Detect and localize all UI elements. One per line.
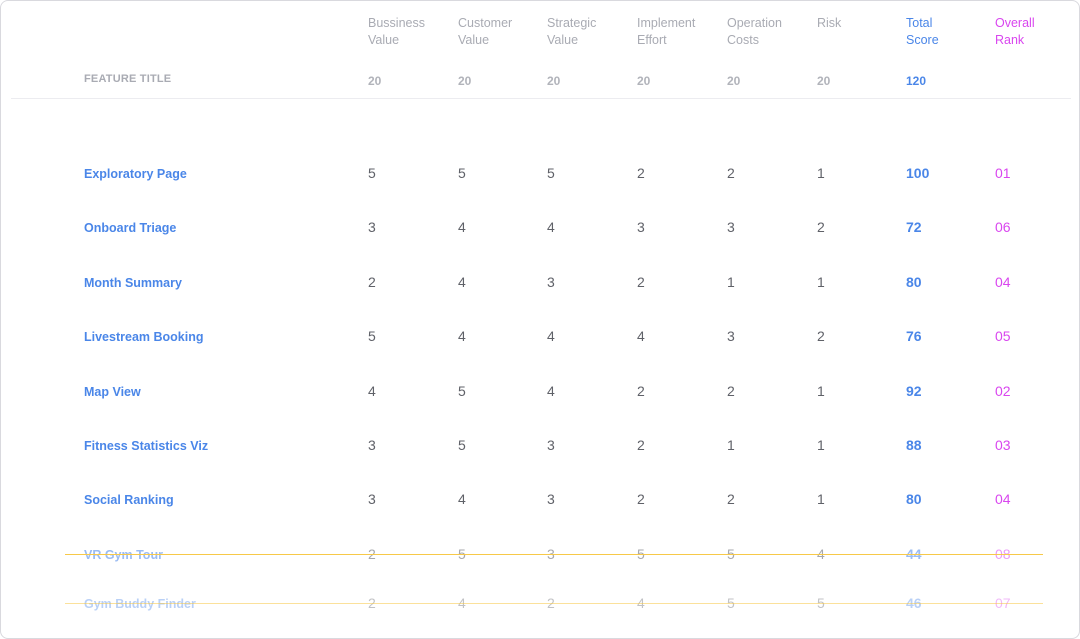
header-implement-effort: Implement Effort: [637, 16, 696, 47]
table-row[interactable]: Month Summary 2 4 3 2 1 1 80 04: [1, 274, 1079, 304]
table-row[interactable]: Onboard Triage 3 4 4 3 3 2 72 06: [1, 219, 1079, 249]
score-operation-costs: 2: [727, 491, 735, 507]
score-risk: 1: [817, 491, 825, 507]
feature-title: Month Summary: [84, 276, 182, 290]
overall-rank: 05: [995, 328, 1011, 344]
table-row[interactable]: Map View 4 5 4 2 2 1 92 02: [1, 383, 1079, 413]
overall-rank: 06: [995, 219, 1011, 235]
overall-rank: 02: [995, 383, 1011, 399]
table-row-struck[interactable]: VR Gym Tour 2 5 3 5 5 4 44 08: [1, 546, 1079, 576]
score-business-value: 5: [368, 328, 376, 344]
header-divider: [11, 98, 1071, 99]
max-business-value: 20: [368, 74, 382, 88]
overall-rank: 01: [995, 165, 1011, 181]
score-customer-value: 4: [458, 328, 466, 344]
overall-rank: 03: [995, 437, 1011, 453]
score-operation-costs: 1: [727, 437, 735, 453]
header-total-score: Total Score: [906, 16, 939, 47]
score-risk: 1: [817, 437, 825, 453]
total-score: 88: [906, 437, 922, 453]
score-customer-value: 5: [458, 165, 466, 181]
table-row-struck[interactable]: Gym Buddy Finder 2 4 2 4 5 5 46 07: [1, 595, 1079, 625]
score-implement-effort: 2: [637, 383, 645, 399]
score-operation-costs: 2: [727, 383, 735, 399]
score-risk: 1: [817, 274, 825, 290]
score-strategic-value: 4: [547, 328, 555, 344]
score-risk: 2: [817, 328, 825, 344]
table-row[interactable]: Livestream Booking 5 4 4 4 3 2 76 05: [1, 328, 1079, 358]
score-business-value: 3: [368, 491, 376, 507]
score-strategic-value: 4: [547, 219, 555, 235]
score-implement-effort: 2: [637, 274, 645, 290]
max-operation-costs: 20: [727, 74, 741, 88]
score-implement-effort: 2: [637, 491, 645, 507]
table-row[interactable]: Exploratory Page 5 5 5 2 2 1 100 01: [1, 165, 1079, 195]
total-score: 100: [906, 165, 930, 181]
score-customer-value: 4: [458, 274, 466, 290]
header-feature-title: FEATURE TITLE: [84, 73, 172, 85]
score-business-value: 3: [368, 437, 376, 453]
feature-title: VR Gym Tour: [84, 548, 163, 562]
total-score: 76: [906, 328, 922, 344]
header-customer-value: Customer Value: [458, 16, 513, 47]
score-customer-value: 4: [458, 491, 466, 507]
overall-rank: 04: [995, 274, 1011, 290]
feature-title: Map View: [84, 385, 141, 399]
score-customer-value: 4: [458, 219, 466, 235]
score-operation-costs: 1: [727, 274, 735, 290]
score-business-value: 5: [368, 165, 376, 181]
total-score: 92: [906, 383, 922, 399]
strikethrough-line: [65, 554, 1043, 555]
table-row[interactable]: Social Ranking 3 4 3 2 2 1 80 04: [1, 491, 1079, 521]
score-risk: 1: [817, 165, 825, 181]
score-strategic-value: 3: [547, 491, 555, 507]
header-operation-costs: Operation Costs: [727, 16, 782, 47]
score-implement-effort: 2: [637, 437, 645, 453]
max-implement-effort: 20: [637, 74, 651, 88]
score-customer-value: 5: [458, 437, 466, 453]
strikethrough-line: [65, 603, 1043, 604]
score-implement-effort: 2: [637, 165, 645, 181]
header-strategic-value: Strategic Value: [547, 16, 597, 47]
score-risk: 2: [817, 219, 825, 235]
score-implement-effort: 3: [637, 219, 645, 235]
feature-title: Exploratory Page: [84, 167, 187, 181]
total-score: 80: [906, 491, 922, 507]
header-business-value: Bussiness Value: [368, 16, 425, 47]
score-strategic-value: 3: [547, 437, 555, 453]
feature-title: Social Ranking: [84, 493, 174, 507]
total-score: 72: [906, 219, 922, 235]
score-strategic-value: 3: [547, 274, 555, 290]
score-operation-costs: 3: [727, 219, 735, 235]
header-overall-rank: Overall Rank: [995, 16, 1035, 47]
table-row[interactable]: Fitness Statistics Viz 3 5 3 2 1 1 88 03: [1, 437, 1079, 467]
max-total-score: 120: [906, 74, 927, 88]
feature-title: Gym Buddy Finder: [84, 597, 196, 611]
feature-title: Onboard Triage: [84, 221, 177, 235]
score-business-value: 3: [368, 219, 376, 235]
score-implement-effort: 4: [637, 328, 645, 344]
score-operation-costs: 3: [727, 328, 735, 344]
total-score: 80: [906, 274, 922, 290]
score-strategic-value: 5: [547, 165, 555, 181]
score-operation-costs: 2: [727, 165, 735, 181]
score-business-value: 2: [368, 274, 376, 290]
feature-title: Fitness Statistics Viz: [84, 439, 209, 453]
score-strategic-value: 4: [547, 383, 555, 399]
max-risk: 20: [817, 74, 831, 88]
max-customer-value: 20: [458, 74, 472, 88]
overall-rank: 04: [995, 491, 1011, 507]
score-customer-value: 5: [458, 383, 466, 399]
max-strategic-value: 20: [547, 74, 561, 88]
feature-title: Livestream Booking: [84, 330, 204, 344]
score-business-value: 4: [368, 383, 376, 399]
score-risk: 1: [817, 383, 825, 399]
header-risk: Risk: [817, 16, 842, 30]
